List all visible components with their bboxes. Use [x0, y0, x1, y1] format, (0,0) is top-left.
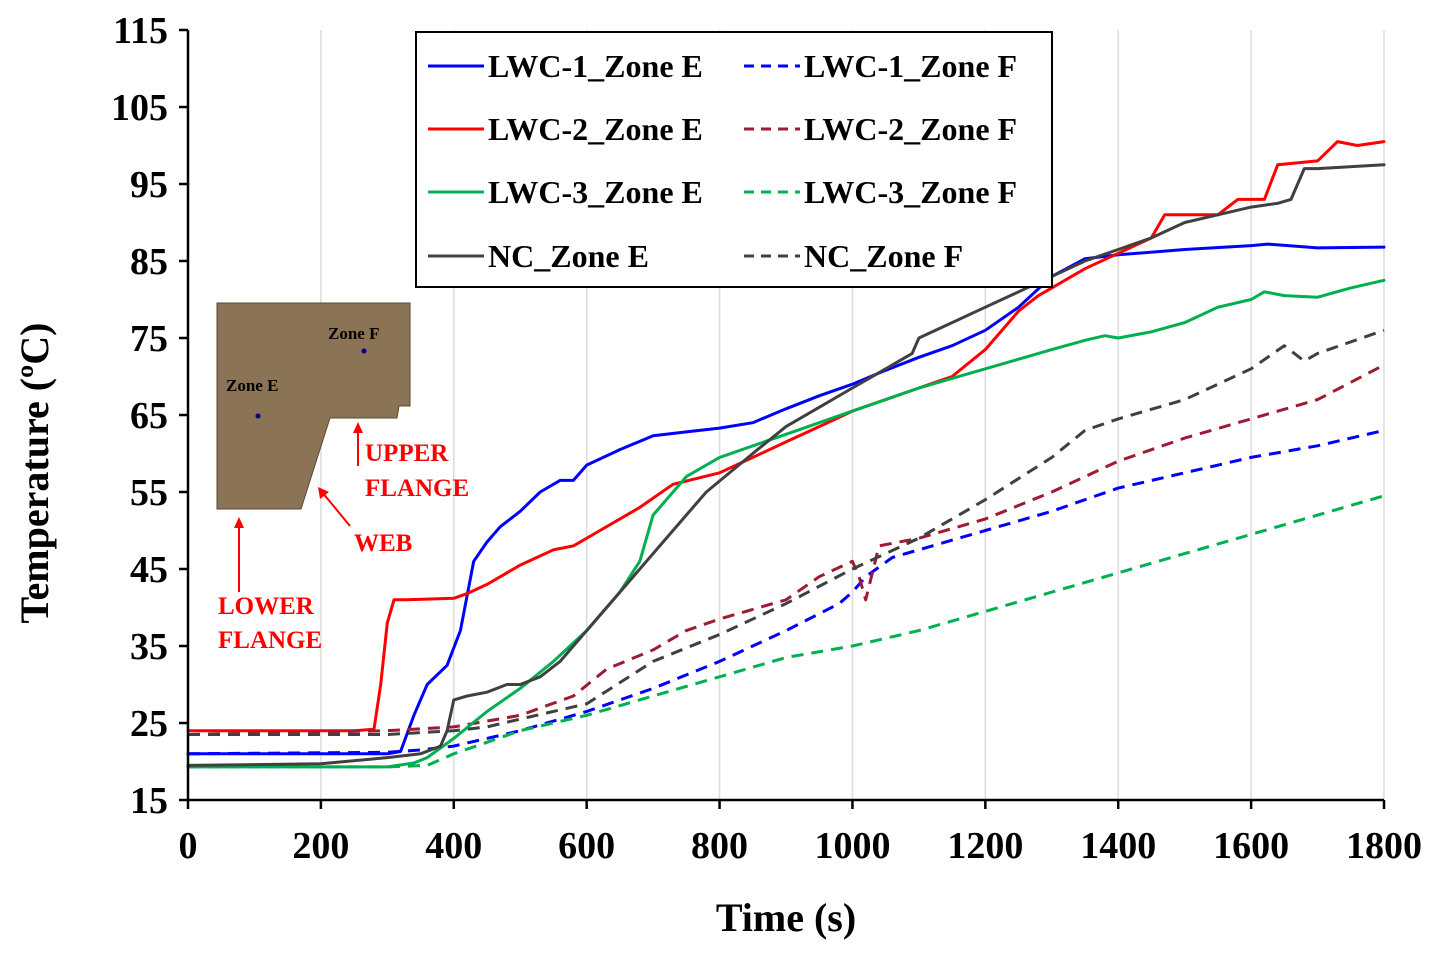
zone-e-point	[255, 413, 261, 419]
y-tick-label-45: 45	[130, 549, 168, 591]
x-tick-label-1400: 1400	[1080, 825, 1156, 867]
upper-flange-label-line1: UPPER	[365, 440, 449, 467]
legend-label-nc-zone-f: NC_Zone F	[804, 238, 963, 274]
y-tick-label-35: 35	[130, 626, 168, 668]
zone-f-label: Zone F	[328, 324, 379, 343]
x-tick-label-0: 0	[179, 825, 198, 867]
y-tick-label-65: 65	[130, 395, 168, 437]
y-tick-label-115: 115	[113, 10, 168, 52]
annotation-arrows	[234, 422, 363, 592]
y-tick-label-85: 85	[130, 241, 168, 283]
y-tick-label-105: 105	[111, 87, 168, 129]
legend-items: LWC-1_Zone E LWC-1_Zone F LWC-2_Zone E LWC-…	[428, 48, 1017, 274]
y-tick-label-75: 75	[130, 318, 168, 360]
lower-flange-label-line1: LOWER	[218, 593, 315, 620]
x-tick-label-800: 800	[691, 825, 748, 867]
lower-flange-label-line2: FLANGE	[218, 627, 322, 654]
series-layer	[186, 140, 1386, 769]
x-tick-label-1800: 1800	[1346, 825, 1422, 867]
web-arrow	[321, 491, 351, 527]
x-tick-label-600: 600	[558, 825, 615, 867]
legend-label-lwc-2-zone-e: LWC-2_Zone E	[488, 111, 703, 147]
series-line-lwc-3-zone-f	[188, 494, 1385, 769]
series-line-lwc-2-zone-f	[187, 363, 1385, 736]
beam-cross-section-shape	[216, 302, 411, 510]
series-line-nc-zone-e	[186, 163, 1386, 767]
y-tick-label-25: 25	[130, 703, 168, 745]
lower-flange-arrowhead	[234, 517, 244, 528]
x-axis-title: Time (s)	[716, 895, 856, 940]
web-arrowhead	[318, 487, 329, 499]
zone-f-point	[361, 348, 367, 354]
legend-label-lwc-3-zone-f: LWC-3_Zone F	[804, 174, 1017, 210]
x-tick-label-1200: 1200	[947, 825, 1023, 867]
x-tick-label-1000: 1000	[814, 825, 890, 867]
legend-label-lwc-3-zone-e: LWC-3_Zone E	[488, 174, 703, 210]
y-tick-label-55: 55	[130, 472, 168, 514]
x-tick-labels: 0 200 400 600 800 1000 1200 1400 1600 1800	[179, 825, 1423, 867]
y-axis-title: Temperature (ºC)	[12, 323, 57, 624]
legend: LWC-1_Zone E LWC-1_Zone F LWC-2_Zone E LWC-…	[415, 31, 1053, 288]
legend-label-lwc-1-zone-f: LWC-1_Zone F	[804, 48, 1017, 84]
zone-e-label: Zone E	[226, 376, 278, 395]
legend-label-lwc-1-zone-e: LWC-1_Zone E	[488, 48, 703, 84]
legend-box	[415, 31, 1053, 288]
y-tick-label-95: 95	[130, 164, 168, 206]
x-tick-label-200: 200	[292, 825, 349, 867]
y-tick-labels: 15 25 35 45 55 65 75 85 95 105 115	[111, 10, 168, 822]
legend-label-nc-zone-e: NC_Zone E	[488, 238, 649, 274]
x-tick-label-1600: 1600	[1213, 825, 1289, 867]
series-line-nc-zone-f	[188, 328, 1385, 736]
series-line-lwc-1-zone-f	[187, 428, 1385, 756]
x-tick-label-400: 400	[425, 825, 482, 867]
series-line-lwc-3-zone-e	[186, 278, 1386, 769]
axes	[179, 28, 1386, 809]
series-line-lwc-1-zone-e	[186, 242, 1386, 756]
upper-flange-arrowhead	[353, 422, 363, 433]
cross-section-inset: Zone E Zone F UPPER FLANGE WEB LOWER FLA…	[216, 302, 469, 654]
y-tick-label-15: 15	[130, 780, 168, 822]
upper-flange-label-line2: FLANGE	[365, 475, 469, 502]
web-label: WEB	[354, 530, 412, 557]
legend-label-lwc-2-zone-f: LWC-2_Zone F	[804, 111, 1017, 147]
